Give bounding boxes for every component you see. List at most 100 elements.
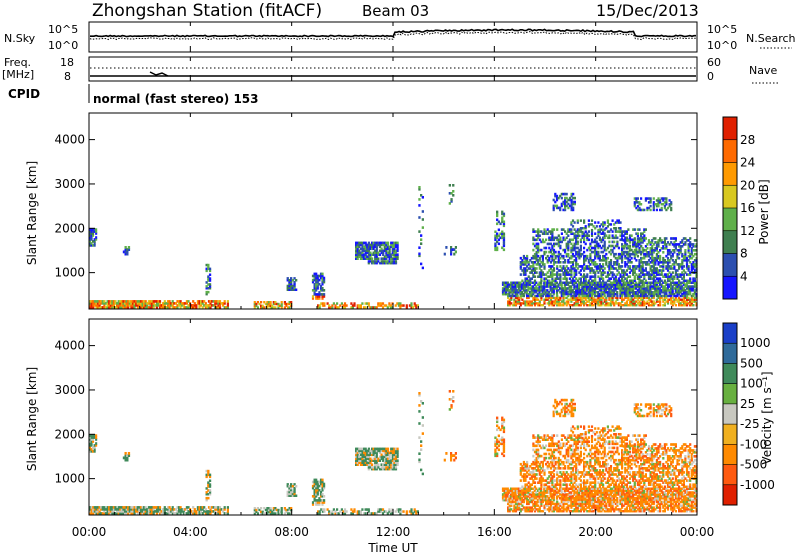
heatmap-cell: [359, 306, 362, 309]
heatmap-cell: [570, 194, 573, 198]
heatmap-cell: [502, 224, 506, 228]
heatmap-cell: [450, 246, 453, 249]
heatmap-cell: [370, 466, 374, 469]
heatmap-cell: [693, 263, 696, 266]
heatmap-cell: [576, 221, 579, 224]
heatmap-cell: [560, 497, 563, 500]
heatmap-cell: [687, 287, 690, 290]
heatmap-cell: [385, 241, 388, 245]
heatmap-cell: [611, 267, 614, 270]
heatmap-cell: [386, 459, 390, 462]
heatmap-cell: [622, 283, 625, 286]
colorbar-tick-label: 8: [740, 247, 748, 261]
heatmap-cell: [98, 512, 101, 515]
heatmap-cell: [687, 251, 690, 254]
freq-unit-label: [MHz]: [2, 68, 34, 81]
heatmap-cell: [540, 489, 543, 492]
heatmap-cell: [519, 273, 522, 276]
heatmap-cell: [367, 449, 370, 453]
heatmap-cell: [96, 300, 100, 303]
heatmap-cell: [452, 184, 455, 187]
heatmap-cell: [253, 512, 256, 515]
heatmap-cell: [315, 284, 318, 288]
heatmap-cell: [671, 271, 674, 274]
heatmap-cell: [673, 263, 676, 266]
heatmap-cell: [363, 245, 366, 249]
heatmap-cell: [226, 506, 229, 509]
heatmap-cell: [374, 262, 377, 265]
heatmap-cell: [616, 221, 619, 224]
heatmap-cell: [215, 512, 218, 515]
heatmap-cell: [559, 240, 562, 244]
heatmap-cell: [535, 491, 538, 494]
heatmap-cell: [657, 273, 660, 276]
heatmap-cell: [532, 261, 535, 264]
heatmap-cell: [564, 206, 567, 210]
heatmap-cell: [524, 281, 527, 284]
heatmap-cell: [557, 491, 560, 494]
heatmap-cell: [593, 283, 597, 286]
heatmap-cell: [612, 292, 616, 296]
heatmap-cell: [644, 292, 647, 296]
heatmap-cell: [226, 508, 229, 511]
beam-label: Beam 03: [362, 2, 429, 20]
heatmap-cell: [654, 283, 657, 286]
heatmap-cell: [576, 300, 579, 303]
heatmap-cell: [364, 302, 367, 305]
heatmap-cell: [143, 512, 146, 515]
heatmap-cell: [627, 250, 630, 254]
heatmap-cell: [494, 454, 497, 458]
heatmap-cell: [617, 277, 620, 280]
heatmap-cell: [690, 251, 693, 254]
heatmap-cell: [353, 304, 356, 307]
heatmap-cell: [103, 512, 106, 515]
heatmap-cell: [353, 510, 356, 513]
heatmap-cell: [537, 254, 540, 258]
heatmap-cell: [583, 219, 586, 222]
heatmap-cell: [502, 446, 506, 450]
heatmap-cell: [562, 265, 565, 268]
heatmap-cell: [643, 281, 646, 284]
heatmap-cell: [589, 294, 592, 298]
heatmap-cell: [390, 241, 393, 245]
heatmap-cell: [690, 298, 693, 301]
heatmap-cell: [609, 271, 613, 274]
heatmap-cell: [643, 275, 646, 278]
heatmap-cell: [575, 234, 578, 237]
heatmap-cell: [590, 300, 594, 303]
heatmap-cell: [564, 198, 567, 202]
heatmap-cell: [575, 252, 578, 256]
heatmap-cell: [127, 506, 130, 509]
heatmap-cell: [405, 510, 408, 513]
heatmap-cell: [598, 263, 601, 266]
heatmap-cell: [378, 459, 382, 462]
heatmap-cell: [584, 254, 587, 258]
heatmap-cell: [600, 259, 603, 262]
heatmap-cell: [562, 292, 565, 296]
heatmap-cell: [521, 283, 524, 286]
heatmap-cell: [320, 302, 323, 305]
heatmap-cell: [543, 298, 546, 301]
heatmap-cell: [136, 306, 139, 309]
heatmap-cell: [636, 254, 639, 258]
heatmap-cell: [420, 194, 423, 197]
heatmap-cell: [144, 510, 147, 513]
heatmap-cell: [581, 292, 584, 296]
heatmap-cell: [586, 285, 589, 288]
heatmap-cell: [560, 289, 563, 292]
heatmap-cell: [396, 241, 399, 245]
heatmap-cell: [496, 218, 499, 222]
heatmap-cell: [315, 499, 318, 502]
heatmap-cell: [682, 302, 685, 305]
heatmap-cell: [135, 302, 138, 305]
heatmap-cell: [117, 306, 120, 309]
heatmap-cell: [552, 304, 556, 307]
heatmap-cell: [89, 448, 92, 451]
heatmap-cell: [206, 510, 209, 513]
heatmap-cell: [538, 283, 541, 286]
heatmap-cell: [685, 273, 689, 276]
heatmap-cell: [385, 468, 388, 471]
heatmap-cell: [571, 263, 575, 266]
heatmap-cell: [573, 228, 576, 231]
heatmap-cell: [223, 300, 226, 303]
